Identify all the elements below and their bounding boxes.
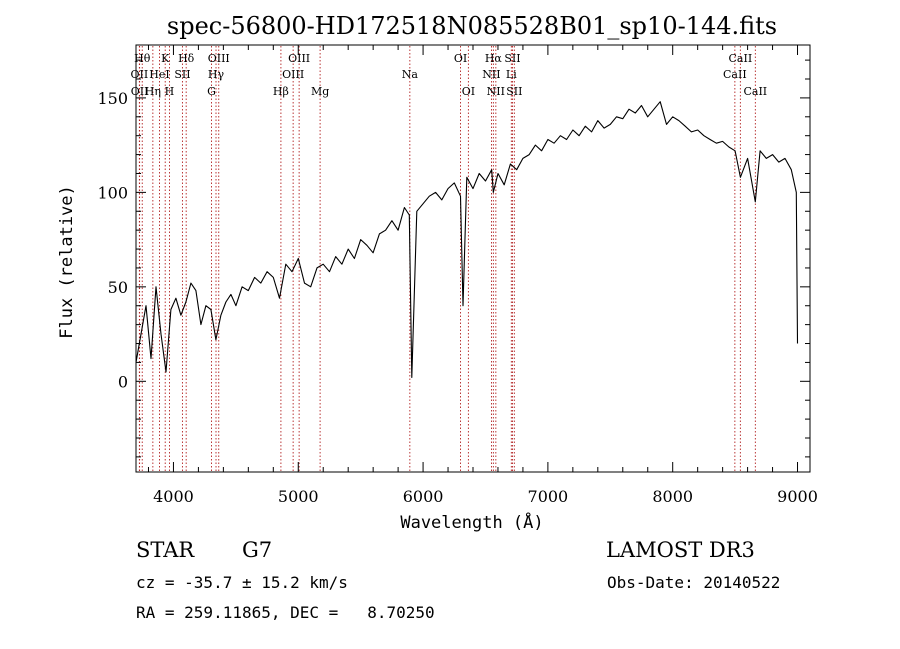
x-tick-label-1: 5000 [278, 487, 319, 506]
plot-frame [135, 44, 811, 473]
line-marker-label-25: CaII [723, 68, 747, 81]
line-marker-label-12: Hβ [273, 85, 289, 98]
object-class: STAR [136, 538, 195, 562]
y-tick-label-1: 50 [108, 278, 128, 297]
line-marker-label-18: OI [462, 85, 475, 98]
line-marker-label-17: OI [454, 52, 467, 65]
x-tick-label-4: 8000 [652, 487, 693, 506]
line-marker-label-27: CaII [743, 85, 767, 98]
y-axis-label: Flux (relative) [57, 185, 77, 339]
object-subclass: G7 [242, 538, 273, 562]
y-tick-label-3: 150 [97, 89, 128, 108]
line-marker-label-13: OIII [282, 68, 304, 81]
redshift-cz: cz = -35.7 ± 15.2 km/s [136, 573, 348, 592]
line-marker-label-14: OIII [288, 52, 310, 65]
sky-coordinates: RA = 259.11865, DEC = 8.70250 [136, 603, 435, 622]
line-marker-labels: OII OII Hθ Hη HeI K H SII Hδ G Hγ OIII Hβ OIII OIII Mg N… [131, 52, 768, 98]
line-marker-label-3: Hη [145, 85, 161, 98]
line-marker-label-5: K [161, 52, 170, 65]
x-tick-label-5: 9000 [777, 487, 818, 506]
line-marker-label-15: Mg [311, 85, 329, 98]
x-axis-ticks: 4000 5000 6000 7000 8000 9000 [147, 45, 818, 506]
line-marker-label-11: OIII [208, 52, 230, 65]
line-marker-label-0: OII [131, 68, 149, 81]
survey-name: LAMOST DR3 [606, 538, 755, 562]
line-marker-label-4: HeI [149, 68, 169, 81]
line-marker-label-24: SII [506, 85, 522, 98]
observation-date: Obs-Date: 20140522 [607, 573, 781, 592]
line-marker-label-22: Li [506, 68, 517, 81]
chart-title: spec-56800-HD172518N085528B01_sp10-144.f… [167, 12, 777, 40]
x-tick-label-2: 6000 [403, 487, 444, 506]
line-markers [138, 46, 756, 471]
line-marker-label-8: Hδ [178, 52, 195, 65]
line-marker-label-10: Hγ [208, 68, 225, 81]
y-tick-label-2: 100 [97, 183, 128, 202]
line-marker-label-2: Hθ [134, 52, 151, 65]
line-marker-label-19: NII [482, 68, 500, 81]
line-marker-label-23: SII [504, 52, 520, 65]
line-marker-label-1: OII [131, 85, 149, 98]
line-marker-label-20: Hα [485, 52, 503, 65]
y-tick-label-0: 0 [118, 372, 128, 391]
line-marker-label-6: H [165, 85, 175, 98]
line-marker-label-7: SII [174, 68, 190, 81]
line-marker-label-21: NII [487, 85, 505, 98]
x-axis-label: Wavelength (Å) [400, 511, 543, 533]
line-marker-label-16: Na [402, 68, 419, 81]
line-marker-label-26: CaII [729, 52, 753, 65]
y-axis-ticks: 0 50 100 150 [97, 59, 810, 458]
x-tick-label-0: 4000 [153, 487, 194, 506]
x-tick-label-3: 7000 [528, 487, 569, 506]
flux-series-line [135, 101, 799, 379]
line-marker-label-9: G [207, 85, 216, 98]
